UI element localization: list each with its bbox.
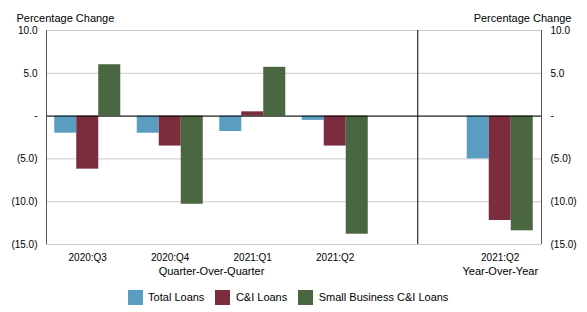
svg-text:(10.0): (10.0) [11,196,37,207]
html-text:Total Loans: Total Loans [148,291,205,304]
html-text:C&I Loans: C&I Loans [235,291,288,304]
svg-text:Percentage Change: Percentage Change [17,12,115,24]
svg-text:(5.0): (5.0) [17,153,38,164]
svg-text:2020:Q3: 2020:Q3 [69,252,108,263]
svg-text:-: - [551,110,554,121]
svg-text:Quarter-Over-Quarter: Quarter-Over-Quarter [159,265,265,277]
svg-text:10.0: 10.0 [18,25,38,36]
svg-text:(5.0): (5.0) [551,153,572,164]
svg-text:5.0: 5.0 [24,68,38,79]
svg-text:10.0: 10.0 [551,25,571,36]
svg-text:(15.0): (15.0) [11,239,37,250]
svg-text:Year-Over-Year: Year-Over-Year [462,265,538,277]
svg-text:2020:Q4: 2020:Q4 [151,252,190,263]
svg-text:(10.0): (10.0) [551,196,577,207]
svg-text:-: - [34,110,37,121]
svg-text:Percentage Change: Percentage Change [474,12,572,24]
html-text:Small Business C&I Loans: Small Business C&I Loans [318,291,449,304]
svg-text:2021:Q2: 2021:Q2 [316,252,355,263]
svg-text:2021:Q2: 2021:Q2 [481,252,520,263]
svg-text:2021:Q1: 2021:Q1 [234,252,273,263]
svg-text:5.0: 5.0 [551,68,565,79]
svg-text:(15.0): (15.0) [551,239,577,250]
